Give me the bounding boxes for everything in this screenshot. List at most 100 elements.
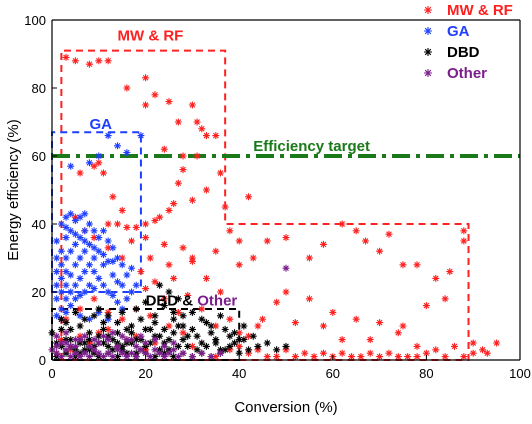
point-3-12: [104, 349, 112, 357]
point-1-84: [118, 281, 126, 289]
point-0-9: [165, 98, 173, 106]
point-0-96: [263, 353, 271, 361]
point-2-2: [57, 315, 65, 323]
region-label-other: Other: [197, 293, 237, 310]
point-1-63: [90, 285, 98, 293]
point-0-92: [483, 349, 491, 357]
point-1-88: [53, 312, 61, 320]
point-1-39: [76, 234, 84, 242]
point-2-28: [179, 336, 187, 344]
x-tick-label-5: 100: [509, 366, 531, 381]
point-0-108: [376, 353, 384, 361]
point-0-72: [422, 302, 430, 310]
point-2-26: [170, 329, 178, 337]
point-3-31: [207, 353, 215, 361]
point-0-91: [479, 346, 487, 354]
point-3-58: [62, 339, 70, 347]
point-1-34: [53, 268, 61, 276]
point-3-23: [156, 349, 164, 357]
point-1-15: [95, 234, 103, 242]
axes-layer: 0 20 40 60 80 100 0 20 40 60 80 100: [24, 13, 531, 381]
point-1-70: [57, 305, 65, 313]
point-2-49: [179, 312, 187, 320]
point-0-142: [160, 295, 168, 303]
point-1-32: [57, 288, 65, 296]
point-3-37: [95, 339, 103, 347]
point-0-128: [104, 325, 112, 333]
point-0-150: [202, 274, 210, 282]
point-1-14: [90, 227, 98, 235]
point-3-2: [57, 353, 65, 361]
point-3-3: [62, 346, 70, 354]
point-0-14: [202, 132, 210, 140]
point-0-55: [249, 254, 257, 262]
point-1-81: [90, 244, 98, 252]
point-2-85: [273, 346, 281, 354]
point-1-67: [114, 278, 122, 286]
point-0-80: [259, 315, 267, 323]
point-3-52: [109, 329, 117, 337]
point-1-54: [76, 254, 84, 262]
point-3-35: [76, 336, 84, 344]
point-3-39: [114, 342, 122, 350]
point-2-93: [109, 346, 117, 354]
point-3-18: [132, 353, 140, 361]
legend-label-3: Other: [447, 65, 487, 82]
point-2-101: [184, 332, 192, 340]
point-1-8: [62, 213, 70, 221]
point-3-5: [71, 349, 79, 357]
point-2-30: [188, 325, 196, 333]
point-1-58: [57, 274, 65, 282]
point-1-31: [62, 295, 70, 303]
point-0-105: [348, 353, 356, 361]
point-0-40: [235, 237, 243, 245]
point-3-29: [188, 353, 196, 361]
x-tick-label-2: 40: [232, 366, 246, 381]
point-1-22: [128, 264, 136, 272]
point-0-8: [142, 101, 150, 109]
point-3-51: [99, 332, 107, 340]
point-1-11: [76, 213, 84, 221]
point-3-56: [282, 264, 290, 272]
point-2-29: [184, 342, 192, 350]
point-0-25: [170, 200, 178, 208]
point-2-55: [128, 322, 136, 330]
point-1-53: [71, 261, 79, 269]
region-label-mw-rf: MW & RF: [118, 27, 184, 44]
point-1-68: [67, 271, 75, 279]
point-3-16: [123, 353, 131, 361]
point-3-4: [67, 353, 75, 361]
point-2-86: [282, 342, 290, 350]
point-0-35: [142, 234, 150, 242]
point-0-114: [441, 353, 449, 361]
legend-label-0: MW & RF: [447, 2, 513, 19]
point-0-100: [301, 349, 309, 357]
point-2-125: [67, 336, 75, 344]
point-1-30: [67, 288, 75, 296]
point-0-120: [188, 342, 196, 350]
point-1-13: [85, 220, 93, 228]
point-3-43: [151, 336, 159, 344]
point-0-10: [174, 118, 182, 126]
point-0-117: [212, 353, 220, 361]
region-label-ga: GA: [89, 116, 112, 133]
point-3-49: [81, 332, 89, 340]
point-3-1: [53, 349, 61, 357]
point-0-16: [160, 145, 168, 153]
point-1-57: [53, 254, 61, 262]
point-1-0: [137, 132, 145, 140]
point-0-146: [226, 315, 234, 323]
point-0-99: [291, 353, 299, 361]
point-1-2: [114, 142, 122, 150]
point-1-72: [67, 302, 75, 310]
point-1-69: [62, 281, 70, 289]
point-1-66: [109, 271, 117, 279]
point-1-37: [67, 247, 75, 255]
point-0-20: [216, 169, 224, 177]
point-2-102: [193, 346, 201, 354]
point-0-48: [76, 169, 84, 177]
point-0-6: [142, 74, 150, 82]
point-1-82: [99, 251, 107, 259]
point-0-76: [329, 308, 337, 316]
point-2-68: [114, 353, 122, 361]
